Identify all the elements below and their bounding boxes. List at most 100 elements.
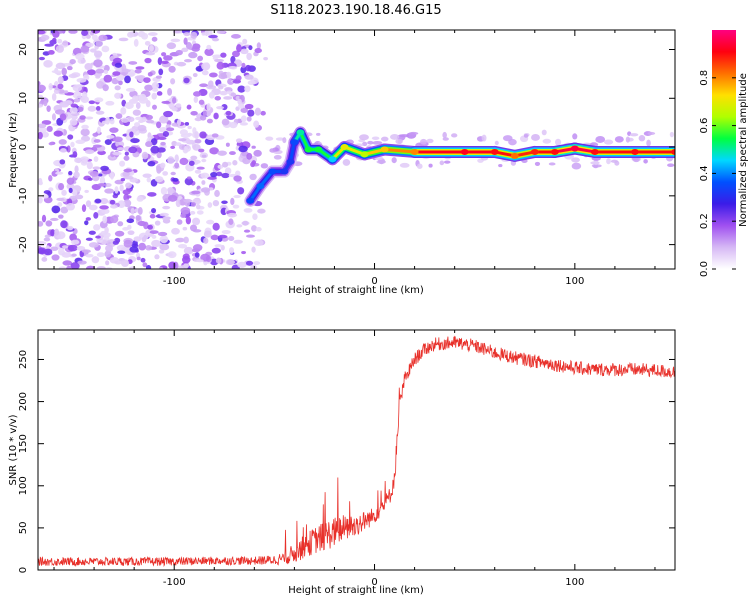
noise-blob (62, 260, 73, 266)
noise-blob (122, 118, 129, 123)
colorbar: 0.0 0.2 0.4 0.6 0.8 Normalized spectral ampl… (699, 30, 749, 277)
noise-blob (175, 199, 182, 208)
noise-blob (66, 145, 71, 153)
noise-blob (246, 152, 253, 160)
noise-blob (194, 138, 202, 144)
noise-blob (99, 198, 109, 205)
noise-blob (159, 115, 169, 124)
noise-blob (57, 38, 63, 44)
noise-blob (183, 77, 190, 84)
noise-blob (102, 215, 108, 224)
noise-blob (51, 113, 57, 121)
halo-blob (541, 129, 547, 136)
noise-blob (41, 131, 49, 138)
noise-blob (91, 256, 100, 264)
noise-blob (95, 40, 103, 48)
noise-blob (38, 84, 46, 92)
noise-blob (204, 48, 214, 57)
noise-blob (57, 89, 65, 94)
noise-blob (177, 243, 188, 249)
noise-blob (246, 52, 252, 61)
noise-blob (208, 91, 215, 99)
noise-blob (103, 69, 109, 74)
noise-blob (135, 214, 141, 221)
noise-blob (68, 30, 78, 34)
halo-blob (372, 140, 383, 145)
halo-blob (610, 159, 619, 163)
noise-blob (253, 261, 261, 266)
noise-blob (250, 77, 259, 85)
noise-blob (137, 207, 143, 215)
noise-blob (210, 234, 219, 241)
noise-blob (137, 124, 147, 132)
noise-blob (141, 151, 149, 160)
halo-blob (260, 163, 269, 169)
noise-blob (159, 212, 169, 217)
noise-blob (52, 37, 57, 43)
noise-blob (105, 100, 115, 106)
halo-blob (342, 158, 351, 166)
noise-blob (124, 175, 134, 180)
noise-blob (151, 239, 162, 248)
noise-blob (167, 156, 175, 165)
noise-blob (159, 243, 170, 251)
noise-blob (85, 200, 92, 208)
noise-blob (60, 220, 68, 229)
noise-blob (38, 56, 45, 61)
noise-blob (162, 130, 170, 138)
noise-blob (101, 45, 110, 53)
noise-blob (246, 116, 252, 122)
noise-blob (88, 230, 96, 235)
noise-blob (38, 196, 43, 204)
noise-blob (243, 208, 253, 213)
noise-blob (41, 194, 49, 199)
noise-blob (127, 224, 132, 230)
noise-blob (218, 234, 228, 239)
noise-blob (142, 262, 148, 268)
noise-blob (176, 61, 187, 67)
halo-blob (572, 133, 578, 140)
noise-blob (192, 72, 198, 78)
noise-blob (114, 230, 125, 237)
noise-blob (48, 83, 53, 91)
noise-blob (207, 202, 213, 208)
noise-blob (97, 150, 106, 156)
noise-blob (128, 61, 138, 65)
noise-blob (168, 65, 176, 73)
noise-blob (237, 187, 245, 195)
signal-track-point (380, 146, 389, 153)
noise-blob (69, 106, 78, 114)
noise-blob (189, 210, 196, 215)
noise-blob (254, 48, 262, 54)
noise-blob (150, 145, 160, 154)
y-tick-label: 100 (18, 476, 29, 495)
noise-blob (104, 188, 114, 194)
signal-track-segment (298, 130, 310, 151)
halo-blob (534, 161, 541, 166)
noise-blob (161, 100, 172, 104)
noise-blob (72, 91, 82, 99)
noise-blob (60, 206, 69, 214)
noise-blob (51, 70, 62, 74)
colorbar-label: Normalized spectral amplitude (738, 73, 749, 227)
y-tick-label: 150 (18, 434, 29, 453)
noise-blob (77, 260, 87, 265)
noise-blob (220, 52, 227, 58)
noise-blob (216, 61, 225, 70)
noise-blob (66, 225, 74, 231)
noise-blob (217, 164, 224, 169)
noise-blob (239, 122, 249, 126)
noise-blob (184, 122, 190, 126)
noise-blob (85, 217, 91, 221)
spectrogram-x-axis-label: Height of straight line (km) (288, 285, 424, 296)
noise-blob (121, 69, 131, 73)
noise-blob (81, 204, 87, 213)
noise-blob (151, 92, 157, 100)
noise-blob (237, 261, 247, 268)
noise-blob (114, 92, 122, 99)
noise-blob (172, 30, 181, 34)
noise-blob (235, 138, 243, 143)
noise-blob (87, 105, 97, 112)
noise-blob (77, 58, 87, 64)
